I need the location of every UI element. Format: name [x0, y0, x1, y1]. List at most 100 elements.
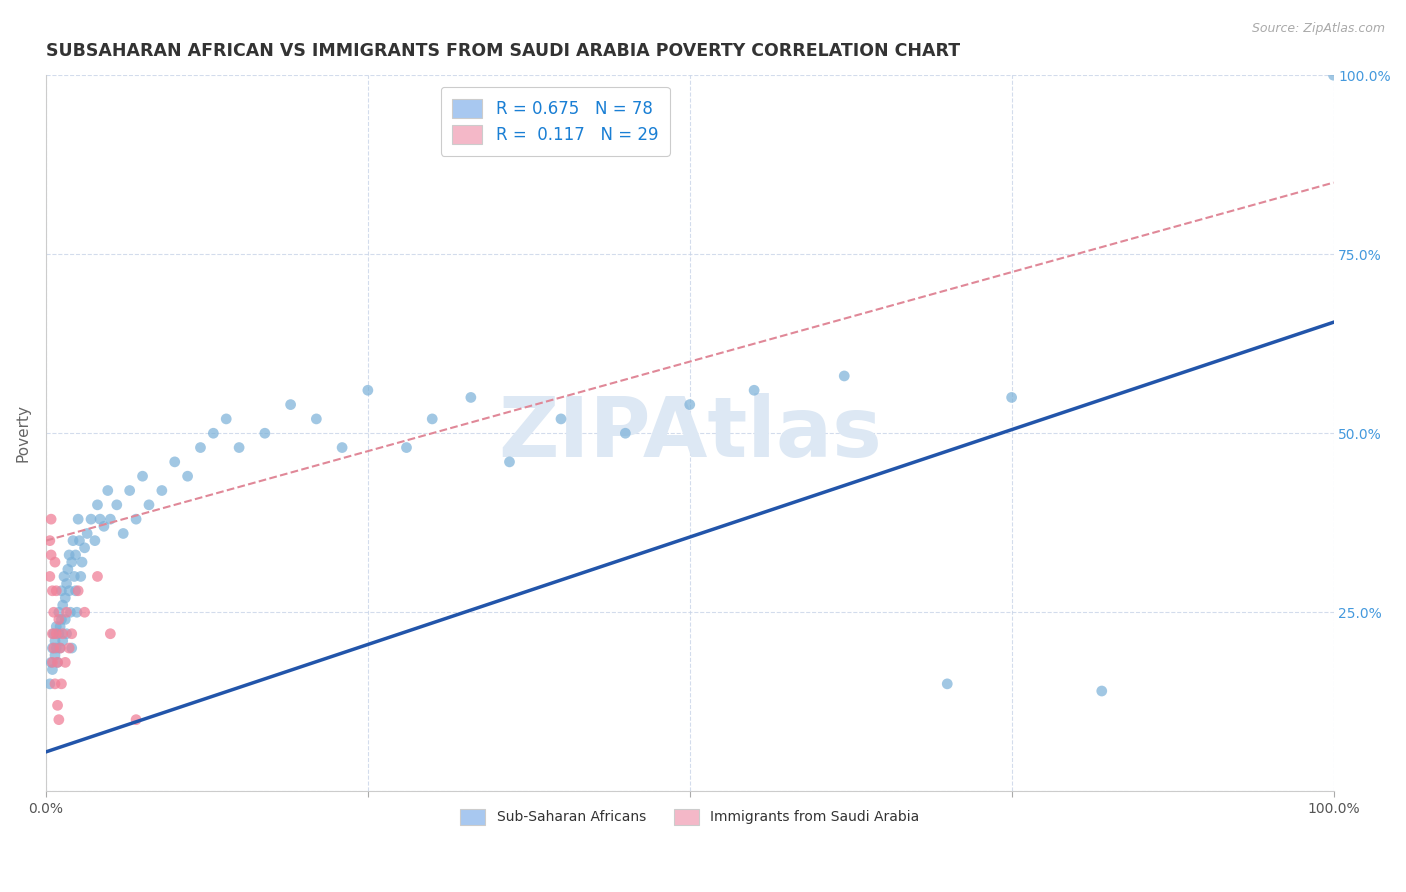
Point — [44, 555, 66, 569]
Point — [215, 412, 238, 426]
Point — [42, 641, 65, 656]
Point — [1091, 684, 1114, 698]
Point — [330, 441, 353, 455]
Point — [69, 533, 91, 548]
Point — [118, 483, 141, 498]
Point — [44, 677, 66, 691]
Point — [176, 469, 198, 483]
Point — [59, 605, 82, 619]
Point — [305, 412, 328, 426]
Point — [39, 512, 62, 526]
Point — [48, 612, 70, 626]
Point — [742, 384, 765, 398]
Point — [125, 512, 148, 526]
Point — [80, 512, 103, 526]
Point — [49, 619, 72, 633]
Point — [69, 569, 91, 583]
Point — [67, 583, 90, 598]
Point — [93, 519, 115, 533]
Point — [498, 455, 520, 469]
Point — [190, 441, 212, 455]
Point — [42, 626, 65, 640]
Point — [420, 412, 443, 426]
Point — [1001, 391, 1024, 405]
Point — [614, 426, 637, 441]
Point — [280, 398, 302, 412]
Point — [936, 677, 959, 691]
Point — [253, 426, 276, 441]
Point — [41, 583, 63, 598]
Point — [58, 641, 80, 656]
Point — [55, 605, 77, 619]
Point — [39, 548, 62, 562]
Point — [48, 605, 70, 619]
Point — [65, 548, 87, 562]
Point — [46, 656, 69, 670]
Point — [105, 498, 128, 512]
Point — [53, 569, 76, 583]
Point — [38, 533, 60, 548]
Point — [832, 368, 855, 383]
Text: Source: ZipAtlas.com: Source: ZipAtlas.com — [1251, 22, 1385, 36]
Point — [41, 656, 63, 670]
Point — [357, 384, 380, 398]
Point — [202, 426, 225, 441]
Point — [38, 569, 60, 583]
Point — [112, 526, 135, 541]
Point — [60, 555, 83, 569]
Point — [73, 605, 96, 619]
Point — [65, 583, 87, 598]
Point — [150, 483, 173, 498]
Point — [44, 648, 66, 663]
Point — [58, 548, 80, 562]
Point — [125, 713, 148, 727]
Point — [52, 598, 75, 612]
Point — [44, 633, 66, 648]
Point — [67, 512, 90, 526]
Point — [41, 641, 63, 656]
Point — [550, 412, 572, 426]
Point — [97, 483, 120, 498]
Point — [89, 512, 111, 526]
Point — [679, 398, 702, 412]
Point — [49, 641, 72, 656]
Point — [58, 583, 80, 598]
Point — [163, 455, 186, 469]
Point — [83, 533, 105, 548]
Point — [48, 626, 70, 640]
Point — [45, 583, 67, 598]
Point — [98, 626, 121, 640]
Point — [60, 626, 83, 640]
Point — [86, 569, 108, 583]
Point — [41, 626, 63, 640]
Point — [66, 605, 89, 619]
Point — [63, 569, 86, 583]
Point — [70, 555, 93, 569]
Y-axis label: Poverty: Poverty — [15, 404, 30, 462]
Point — [46, 656, 69, 670]
Point — [41, 663, 63, 677]
Point — [73, 541, 96, 555]
Text: SUBSAHARAN AFRICAN VS IMMIGRANTS FROM SAUDI ARABIA POVERTY CORRELATION CHART: SUBSAHARAN AFRICAN VS IMMIGRANTS FROM SA… — [46, 42, 960, 60]
Point — [39, 656, 62, 670]
Point — [131, 469, 153, 483]
Point — [53, 612, 76, 626]
Point — [48, 713, 70, 727]
Point — [228, 441, 250, 455]
Point — [60, 641, 83, 656]
Point — [52, 633, 75, 648]
Point — [53, 656, 76, 670]
Point — [38, 677, 60, 691]
Point — [460, 391, 482, 405]
Point — [76, 526, 98, 541]
Text: ZIPAtlas: ZIPAtlas — [498, 392, 882, 474]
Point — [45, 619, 67, 633]
Point — [62, 533, 84, 548]
Point — [55, 626, 77, 640]
Legend: Sub-Saharan Africans, Immigrants from Saudi Arabia: Sub-Saharan Africans, Immigrants from Sa… — [451, 799, 929, 834]
Point — [56, 562, 79, 576]
Point — [1322, 68, 1344, 82]
Point — [51, 583, 73, 598]
Point — [45, 626, 67, 640]
Point — [51, 612, 73, 626]
